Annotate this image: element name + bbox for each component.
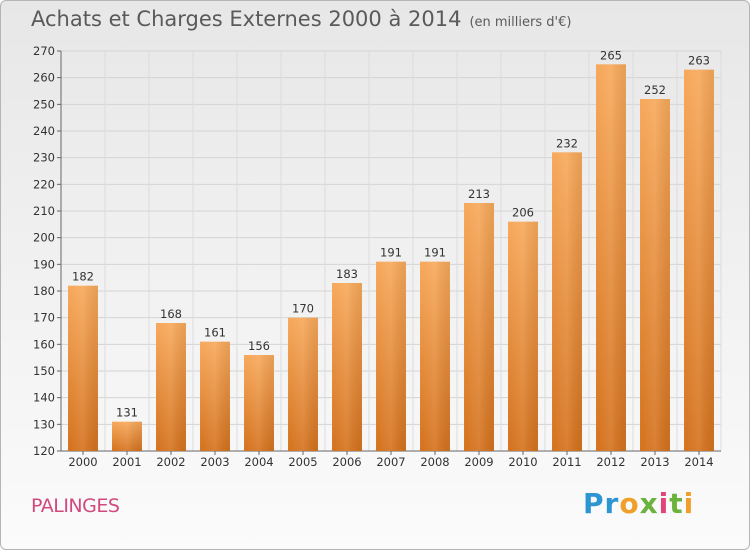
bar-shine bbox=[552, 152, 582, 452]
bar-shine bbox=[640, 99, 670, 451]
place-name: PALINGES bbox=[31, 495, 120, 517]
bar-shine bbox=[508, 221, 538, 451]
y-tick-label: 140 bbox=[33, 391, 55, 405]
bar-shine bbox=[420, 261, 450, 451]
x-tick-label: 2014 bbox=[684, 455, 713, 469]
x-tick-label: 2001 bbox=[112, 455, 141, 469]
x-tick-label: 2012 bbox=[596, 455, 625, 469]
x-tick-label: 2003 bbox=[200, 455, 229, 469]
x-tick-label: 2005 bbox=[288, 455, 317, 469]
bar-shine bbox=[332, 283, 362, 451]
value-label: 252 bbox=[644, 83, 666, 97]
proxiti-logo[interactable]: Proxiti bbox=[583, 487, 694, 520]
y-tick-label: 260 bbox=[33, 71, 55, 85]
bar-shine bbox=[288, 317, 318, 451]
bar-shine bbox=[68, 285, 98, 451]
x-tick-label: 2000 bbox=[68, 455, 97, 469]
value-label: 183 bbox=[336, 267, 358, 281]
y-tick-label: 200 bbox=[33, 231, 55, 245]
x-tick-label: 2004 bbox=[244, 455, 273, 469]
x-tick-label: 2006 bbox=[332, 455, 361, 469]
value-label: 131 bbox=[116, 406, 138, 420]
value-label: 265 bbox=[600, 48, 622, 62]
bar-shine bbox=[200, 341, 230, 451]
bars bbox=[68, 64, 714, 452]
logo-letter: t bbox=[669, 487, 684, 520]
value-label: 170 bbox=[292, 302, 314, 316]
logo-letter: r bbox=[604, 487, 620, 520]
x-tick-label: 2010 bbox=[508, 455, 537, 469]
x-tick-label: 2009 bbox=[464, 455, 493, 469]
logo-letter: o bbox=[619, 487, 640, 520]
bar-shine bbox=[244, 355, 274, 451]
y-tick-label: 220 bbox=[33, 177, 55, 191]
bar-shine bbox=[596, 64, 626, 452]
x-tick-label: 2008 bbox=[420, 455, 449, 469]
y-tick-label: 240 bbox=[33, 124, 55, 138]
x-tick-label: 2002 bbox=[156, 455, 185, 469]
logo-letter: i bbox=[658, 487, 670, 520]
y-tick-label: 190 bbox=[33, 257, 55, 271]
y-tick-label: 150 bbox=[33, 364, 55, 378]
y-tick-label: 160 bbox=[33, 337, 55, 351]
chart-title-text: Achats et Charges Externes 2000 à 2014 bbox=[31, 7, 462, 31]
y-tick-label: 250 bbox=[33, 97, 55, 111]
bar-shine bbox=[684, 69, 714, 452]
y-tick-label: 120 bbox=[33, 444, 55, 458]
value-label: 263 bbox=[688, 54, 710, 68]
value-label: 191 bbox=[380, 246, 402, 260]
value-labels: 182 131 168 161 156 170 183 191 191 213 206 232 265 2… bbox=[72, 48, 710, 419]
y-tick-label: 230 bbox=[33, 151, 55, 165]
y-tick-label: 170 bbox=[33, 311, 55, 325]
value-label: 206 bbox=[512, 206, 534, 220]
bar-shine bbox=[156, 323, 186, 451]
bar-shine bbox=[112, 421, 142, 451]
value-label: 156 bbox=[248, 339, 270, 353]
logo-letter: x bbox=[639, 487, 659, 520]
value-label: 168 bbox=[160, 307, 182, 321]
value-label: 182 bbox=[72, 270, 94, 284]
chart-title: Achats et Charges Externes 2000 à 2014 (e… bbox=[31, 7, 571, 31]
x-tick-label: 2013 bbox=[640, 455, 669, 469]
y-tick-label: 180 bbox=[33, 284, 55, 298]
value-label: 161 bbox=[204, 326, 226, 340]
y-tick-label: 210 bbox=[33, 204, 55, 218]
value-label: 232 bbox=[556, 136, 578, 150]
logo-letter: i bbox=[683, 487, 695, 520]
bar-shine bbox=[376, 261, 406, 451]
axes: 120 130 140 150 160 170 180 190 200 210 220 230 240 2… bbox=[33, 44, 721, 469]
y-tick-label: 130 bbox=[33, 417, 55, 431]
chart-subtitle: (en milliers d'€) bbox=[469, 15, 572, 30]
y-tick-label: 270 bbox=[33, 44, 55, 58]
value-label: 191 bbox=[424, 246, 446, 260]
value-label: 213 bbox=[468, 187, 490, 201]
logo-letter: P bbox=[583, 487, 605, 520]
bar-shine bbox=[464, 203, 494, 451]
x-tick-label: 2007 bbox=[376, 455, 405, 469]
x-tick-label: 2011 bbox=[552, 455, 581, 469]
